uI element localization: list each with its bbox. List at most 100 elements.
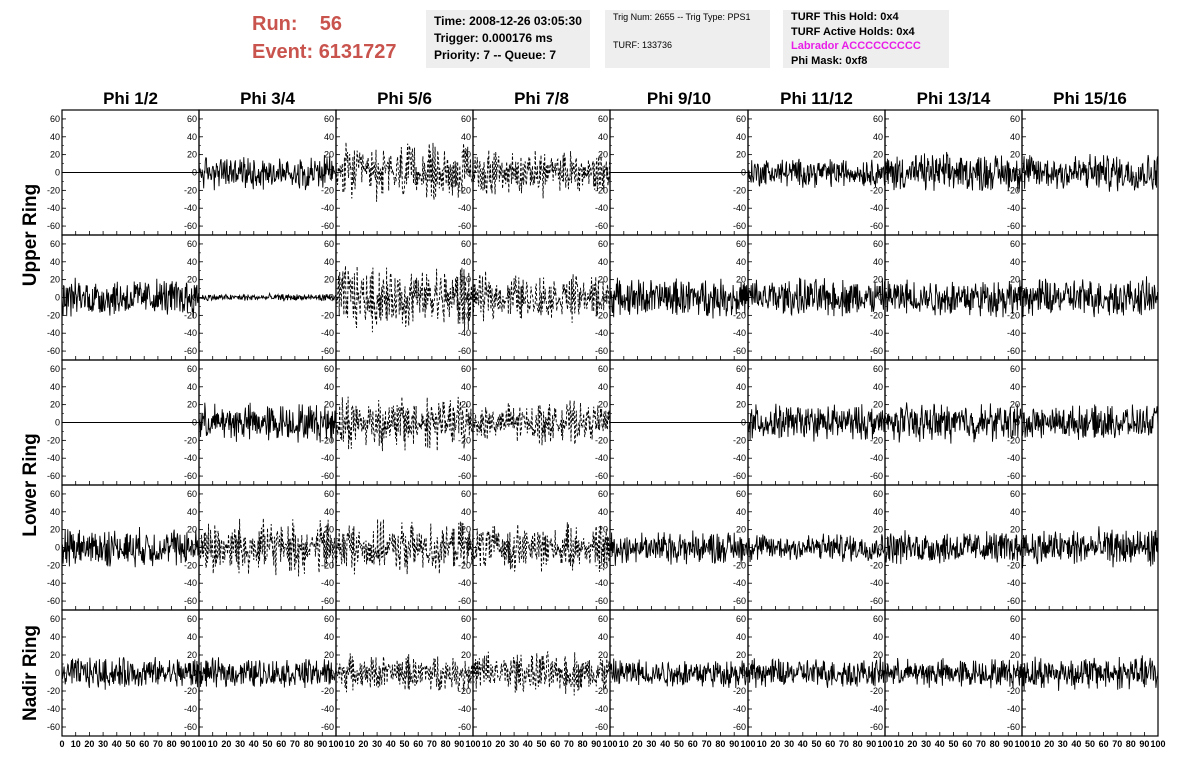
y-tick-label: 0 [741,543,746,553]
x-tick-label: 40 [1071,739,1081,749]
y-tick-label: 60 [736,239,746,249]
y-tick-label: -40 [184,578,197,588]
waveform-trace-r0-c7 [1021,153,1159,192]
waveform-trace-r2-c3 [472,400,611,446]
panel-frame-r4-c1 [198,609,337,737]
x-tick-label: 90 [591,739,601,749]
y-tick-label: 20 [736,275,746,285]
run-event-block: Run: 56 Event: 6131727 [252,10,397,66]
column-header-6: Phi 11/12 [780,89,853,108]
x-tick-label: 80 [304,739,314,749]
waveform-trace-r4-c6 [884,657,1023,689]
y-tick-label: 0 [741,293,746,303]
x-tick-label: 80 [578,739,588,749]
y-tick-label: 40 [324,507,334,517]
y-tick-label: -40 [733,453,746,463]
y-tick-label: -40 [870,704,883,714]
y-tick-label: 60 [1010,614,1020,624]
y-tick-label: 40 [50,507,60,517]
y-tick-label: 0 [329,293,334,303]
y-tick-label: 40 [736,382,746,392]
x-tick-label: 10 [757,739,767,749]
time-info-box: Time: 2008-12-26 03:05:30 Trigger: 0.000… [426,10,590,68]
column-header-2: Phi 3/4 [240,89,295,108]
waveform-trace-r2-c5 [747,403,886,442]
x-tick-label: 100 [740,739,755,749]
y-tick-label: 0 [878,168,883,178]
y-tick-label: -40 [321,704,334,714]
y-tick-label: 0 [466,168,471,178]
y-tick-label: 0 [603,418,608,428]
y-tick-label: 40 [1010,132,1020,142]
x-tick-label: 10 [208,739,218,749]
y-tick-label: 0 [878,668,883,678]
y-tick-label: 40 [50,632,60,642]
y-tick-label: 40 [50,257,60,267]
x-tick-label: 50 [811,739,821,749]
y-tick-label: -60 [321,596,334,606]
y-tick-label: -40 [1007,328,1020,338]
x-tick-label: 90 [317,739,327,749]
y-tick-label: 0 [192,293,197,303]
y-tick-label: -20 [1007,435,1020,445]
y-tick-label: -40 [1007,704,1020,714]
x-tick-label: 30 [921,739,931,749]
waveform-trace-r4-c4 [609,658,749,689]
x-tick-label: 40 [112,739,122,749]
y-tick-label: 20 [187,275,197,285]
y-tick-label: 60 [50,489,60,499]
y-tick-label: -40 [47,704,60,714]
y-tick-label: 40 [1010,632,1020,642]
x-tick-label: 30 [1058,739,1068,749]
ring-label-1: Upper Ring [20,184,41,286]
y-tick-label: -60 [321,722,334,732]
y-tick-label: -40 [184,328,197,338]
waveform-trace-r1-c2 [335,265,474,333]
y-tick-label: 40 [873,632,883,642]
y-tick-label: -60 [595,722,608,732]
x-tick-label: 60 [550,739,560,749]
y-tick-label: -60 [458,221,471,231]
run-label: Run: [252,13,298,35]
x-tick-label: 90 [454,739,464,749]
waveform-trace-r0-c1 [198,154,337,191]
y-tick-label: -40 [458,578,471,588]
x-tick-label: 70 [153,739,163,749]
y-tick-label: -20 [458,435,471,445]
x-tick-label: 80 [1126,739,1136,749]
trig-info-box: Trig Num: 2655 -- Trig Type: PPS1 TURF: … [605,10,770,68]
x-tick-label: 70 [290,739,300,749]
trig-num-text: Trig Num: 2655 -- Trig Type: PPS1 [613,12,751,22]
y-tick-label: 60 [324,239,334,249]
x-tick-label: 20 [84,739,94,749]
y-tick-label: 40 [736,507,746,517]
x-tick-label: 60 [825,739,835,749]
y-tick-label: 40 [324,132,334,142]
turf-num-text: TURF: 133736 [613,40,673,50]
column-header-5: Phi 9/10 [647,89,711,108]
y-tick-label: 60 [324,364,334,374]
event-line: Event: 6131727 [252,38,397,66]
y-tick-label: -20 [47,686,60,696]
y-tick-label: 0 [603,293,608,303]
y-tick-label: 40 [324,632,334,642]
y-tick-label: 60 [187,239,197,249]
turf-info-box: TURF This Hold: 0x4 TURF Active Holds: 0… [783,10,949,68]
y-tick-label: -40 [1007,453,1020,463]
x-tick-label: 80 [715,739,725,749]
waveform-trace-r0-c3 [472,150,611,199]
y-tick-label: 0 [329,418,334,428]
y-tick-label: -60 [1007,471,1020,481]
x-tick-label: 60 [1099,739,1109,749]
x-tick-label: 50 [536,739,546,749]
y-tick-label: 20 [598,150,608,160]
y-tick-label: -20 [458,185,471,195]
y-tick-label: 20 [873,650,883,660]
y-tick-label: -20 [47,560,60,570]
x-tick-label: 90 [866,739,876,749]
waveform-trace-r2-c2 [335,396,474,452]
x-tick-label: 100 [328,739,343,749]
y-tick-label: -20 [321,310,334,320]
y-tick-label: -60 [458,596,471,606]
